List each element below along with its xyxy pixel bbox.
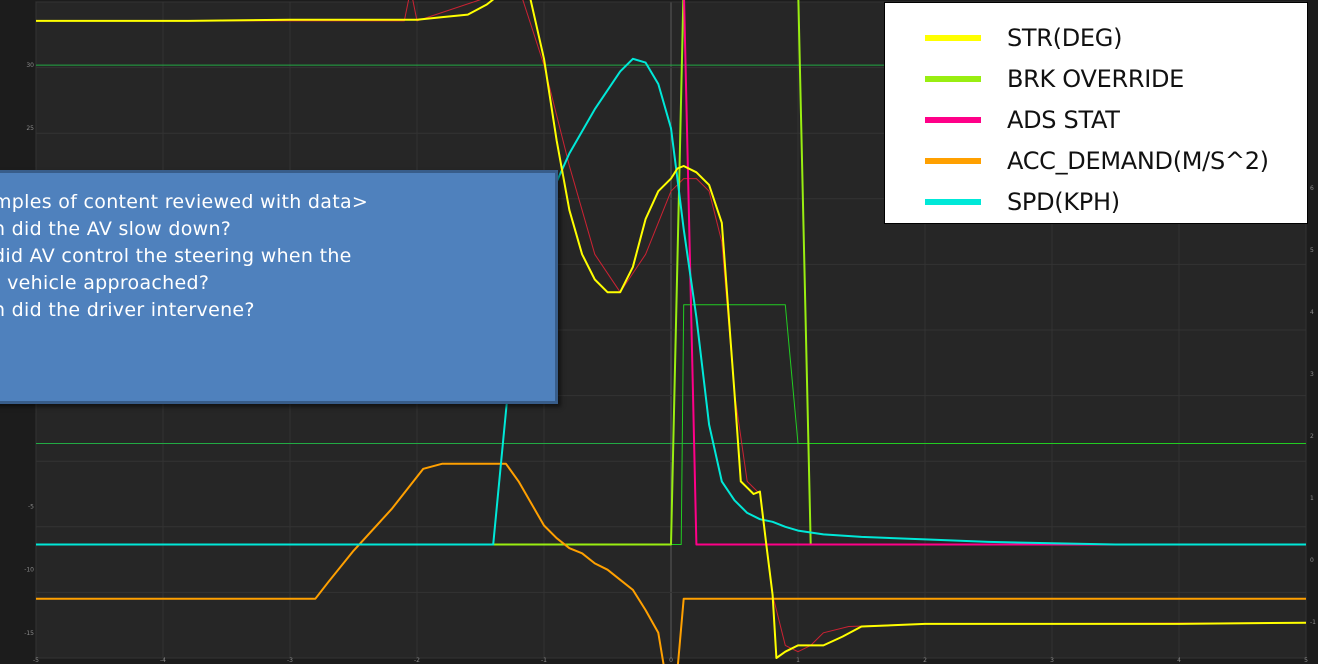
legend-swatch-acc-demand <box>925 157 981 164</box>
left-y-tick-label: -15 <box>24 630 34 637</box>
right-y-tick-label: 6 <box>1310 185 1314 192</box>
callout-line-5: n did the driver intervene? <box>0 299 255 321</box>
x-tick-label: 5 <box>1304 657 1308 664</box>
left-y-tick-label: 25 <box>26 125 34 132</box>
legend-item-brk-override: BRK OVERRIDE <box>925 58 1307 99</box>
x-tick-label: -2 <box>414 657 420 664</box>
legend-item-spd: SPD(KPH) <box>925 181 1307 222</box>
legend-swatch-ads-stat <box>925 116 981 123</box>
legend-label-brk-override: BRK OVERRIDE <box>1007 64 1185 93</box>
callout-line-2: n did the AV slow down? <box>0 218 232 240</box>
legend-swatch-str <box>925 34 981 41</box>
callout-line-4: t vehicle approached? <box>0 272 210 294</box>
right-y-tick-label: 1 <box>1310 495 1314 502</box>
legend-item-acc-demand: ACC_DEMAND(M/S^2) <box>925 140 1307 181</box>
x-tick-label: 0 <box>669 657 673 664</box>
series-line-ads-stat <box>683 0 1306 546</box>
x-tick-label: -4 <box>160 657 166 664</box>
x-tick-label: 3 <box>1050 657 1054 664</box>
right-y-tick-label: -1 <box>1310 619 1316 626</box>
series-line-trace-5 <box>36 0 1307 653</box>
legend-item-str: STR(DEG) <box>925 17 1307 58</box>
series-line-acc-demand-m-s-2 <box>36 462 1306 664</box>
right-y-tick-label: 4 <box>1310 309 1314 316</box>
legend-label-str: STR(DEG) <box>1007 23 1123 52</box>
right-y-tick-label: 2 <box>1310 433 1314 440</box>
left-y-tick-label: -10 <box>24 567 34 574</box>
x-tick-label: 2 <box>923 657 927 664</box>
callout-line-3: did AV control the steering when the <box>0 245 352 267</box>
left-y-tick-label: -5 <box>28 504 34 511</box>
x-tick-label: 4 <box>1177 657 1181 664</box>
x-tick-label: -5 <box>33 657 39 664</box>
right-y-tick-label: 5 <box>1310 247 1314 254</box>
right-y-tick-label: 3 <box>1310 371 1314 378</box>
legend-item-ads-stat: ADS STAT <box>925 99 1307 140</box>
legend-label-acc-demand: ACC_DEMAND(M/S^2) <box>1007 146 1269 175</box>
chart-legend: STR(DEG) BRK OVERRIDE ADS STAT ACC_DEMAN… <box>884 2 1308 224</box>
left-y-tick-label: 30 <box>26 62 34 69</box>
x-tick-label: -1 <box>541 657 547 664</box>
series-line-spd-kph <box>36 57 1306 546</box>
series-line-str-deg <box>36 0 1307 659</box>
callout-line-1: mples of content reviewed with data> <box>0 191 369 213</box>
legend-label-spd: SPD(KPH) <box>1007 187 1120 216</box>
legend-swatch-brk-override <box>925 75 981 82</box>
x-tick-label: 1 <box>796 657 800 664</box>
callout-box: mples of content reviewed with data> n d… <box>0 170 558 404</box>
legend-label-ads-stat: ADS STAT <box>1007 105 1120 134</box>
legend-swatch-spd <box>925 198 981 205</box>
x-tick-label: -3 <box>287 657 293 664</box>
right-y-tick-label: 0 <box>1310 557 1314 564</box>
